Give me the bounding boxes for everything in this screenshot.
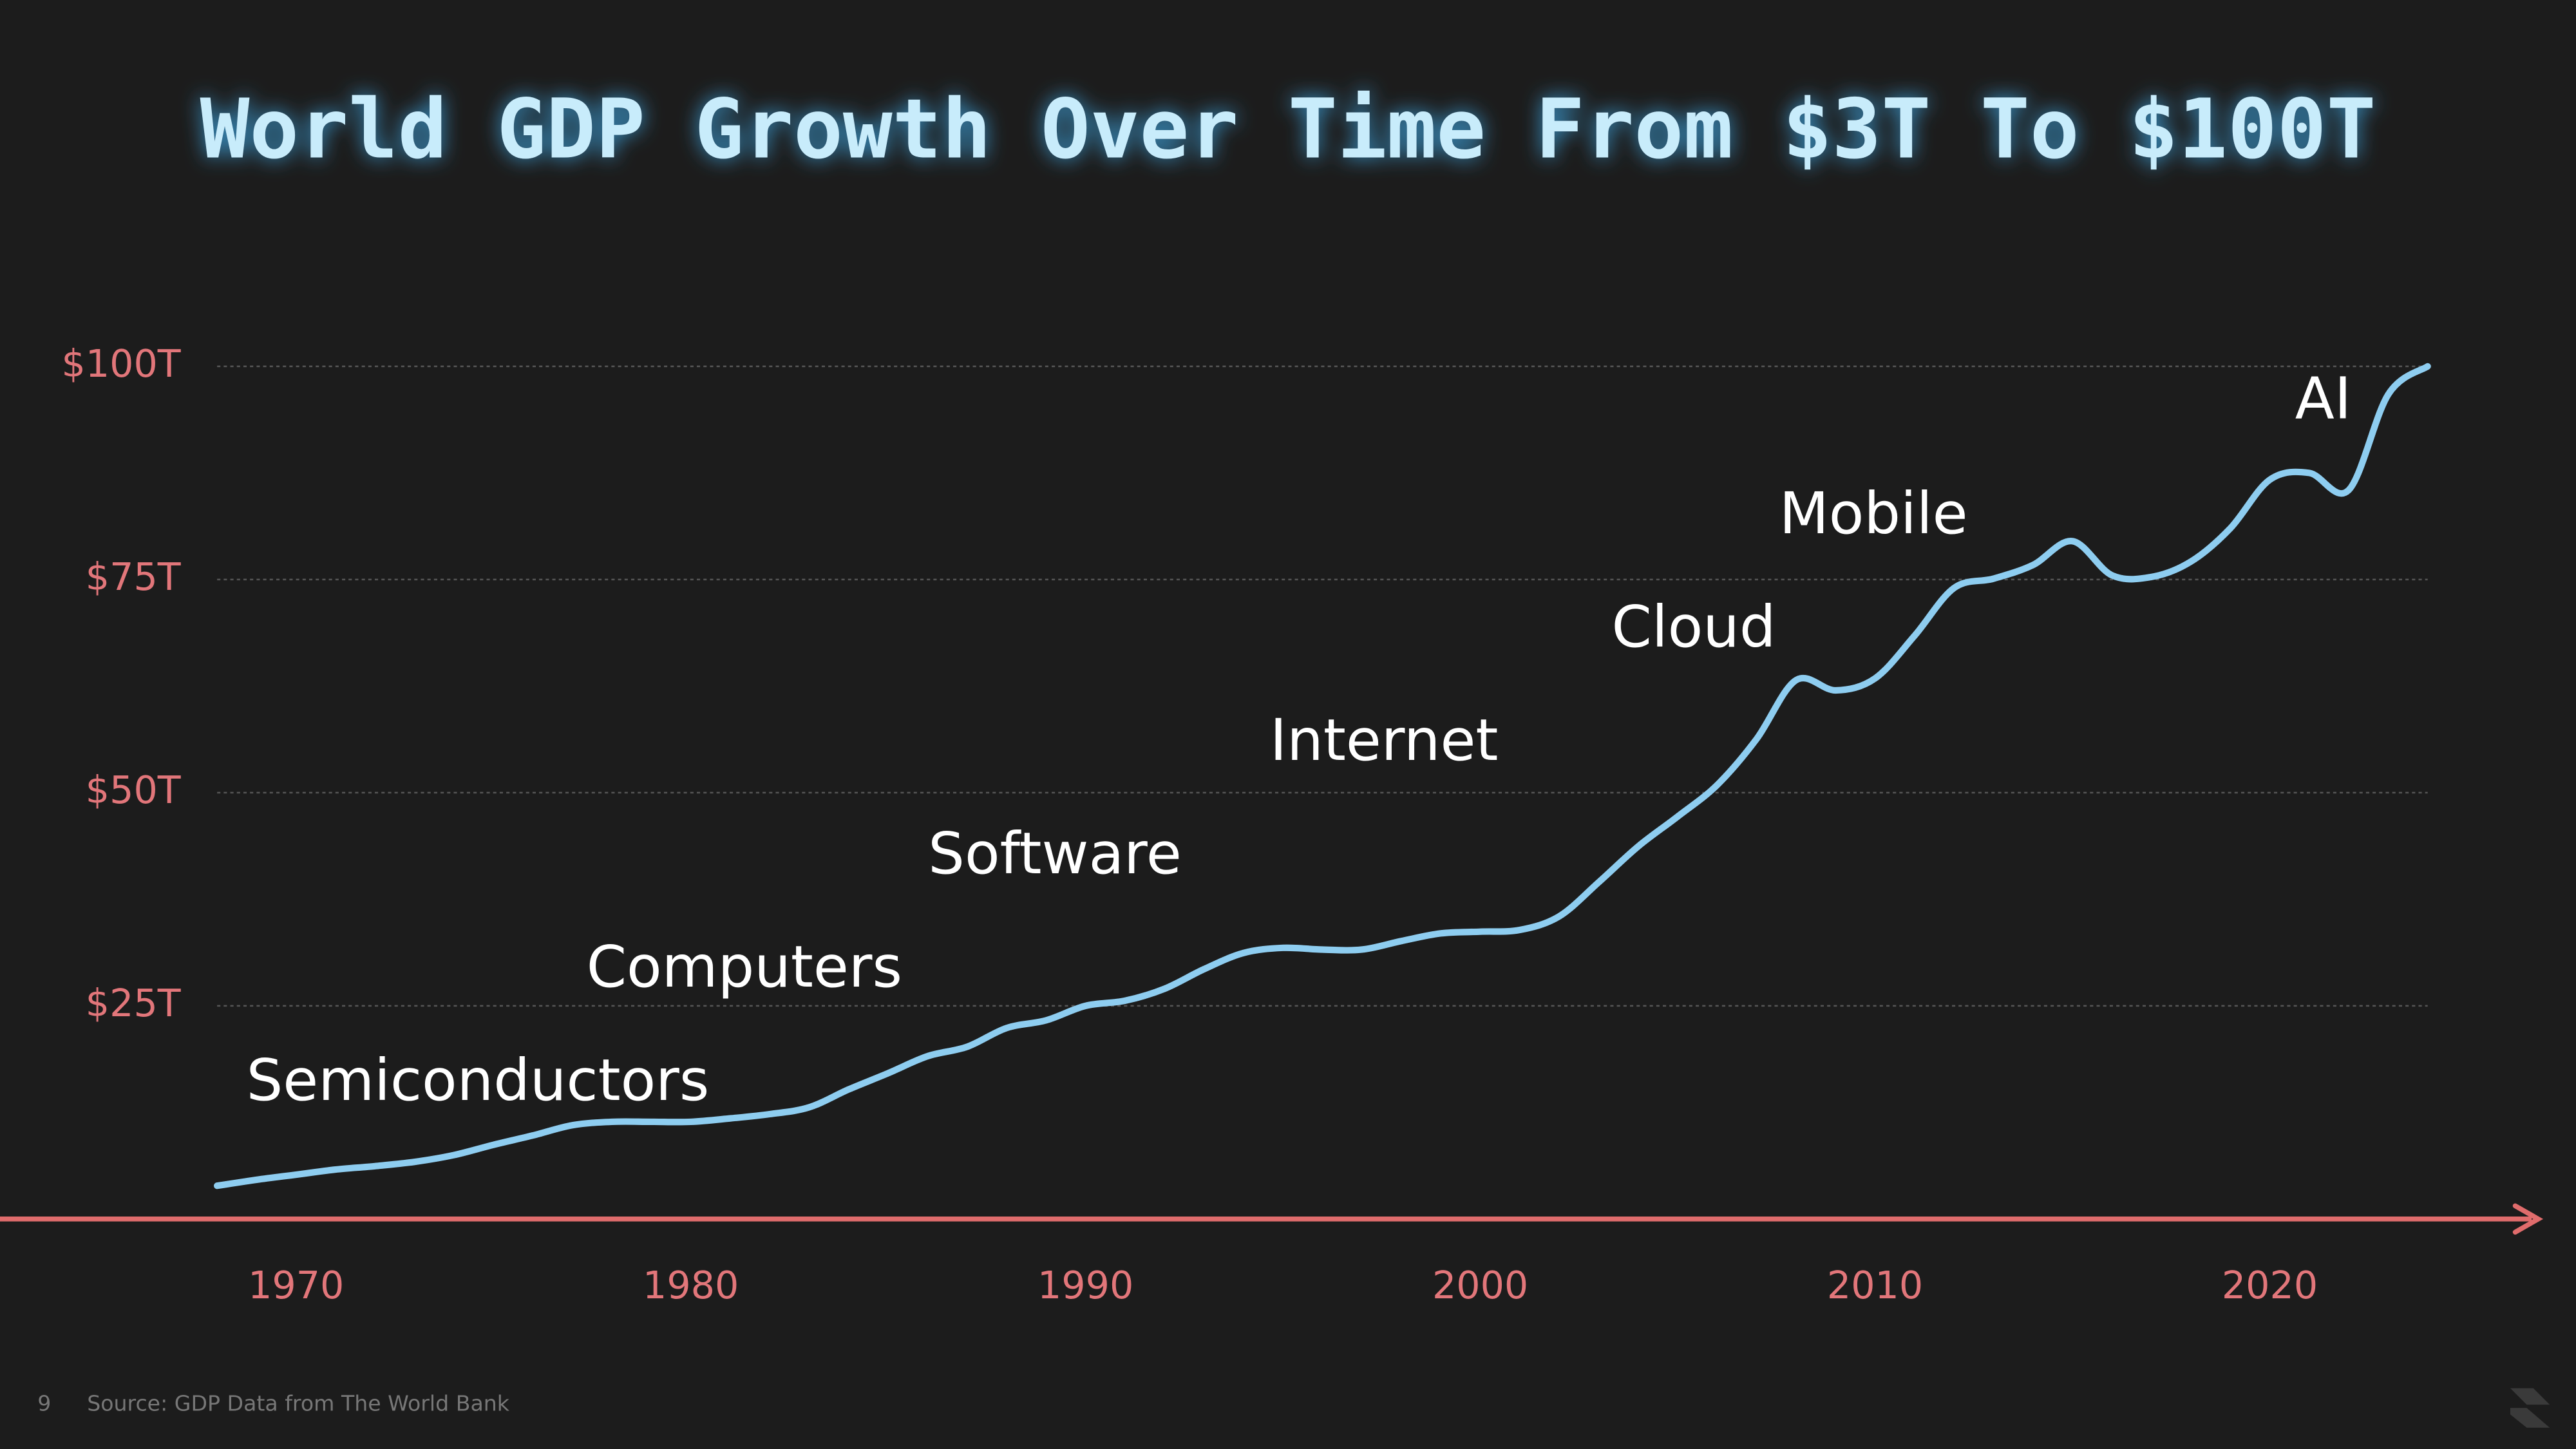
annotation: Computers [587,934,902,1001]
x-tick-label: 1980 [643,1264,739,1307]
y-tick-label: $75T [86,555,181,599]
x-tick-label: 1970 [248,1264,344,1307]
annotation: Software [928,820,1182,887]
annotation: Internet [1270,707,1498,774]
annotation: Mobile [1779,480,1968,547]
data-line [214,363,2431,1189]
annotation: AI [2295,365,2351,432]
annotation: Semiconductors [247,1047,710,1114]
x-axis-arrow [2512,1203,2544,1235]
page-number: 9 [37,1391,51,1416]
chart-title: World GDP Growth Over Time From $3T To $… [200,82,2376,177]
y-tick-label: $100T [62,342,181,386]
annotation: Cloud [1612,594,1776,661]
x-tick-label: 2010 [1827,1264,1923,1307]
y-tick-label: $50T [86,768,181,812]
logo [2510,1388,2550,1428]
x-tick-label: 2000 [1432,1264,1528,1307]
y-tick-label: $25T [86,981,181,1025]
x-tick-label: 1990 [1037,1264,1133,1307]
x-tick-label: 2020 [2222,1264,2318,1307]
source-note: Source: GDP Data from The World Bank [87,1391,510,1416]
